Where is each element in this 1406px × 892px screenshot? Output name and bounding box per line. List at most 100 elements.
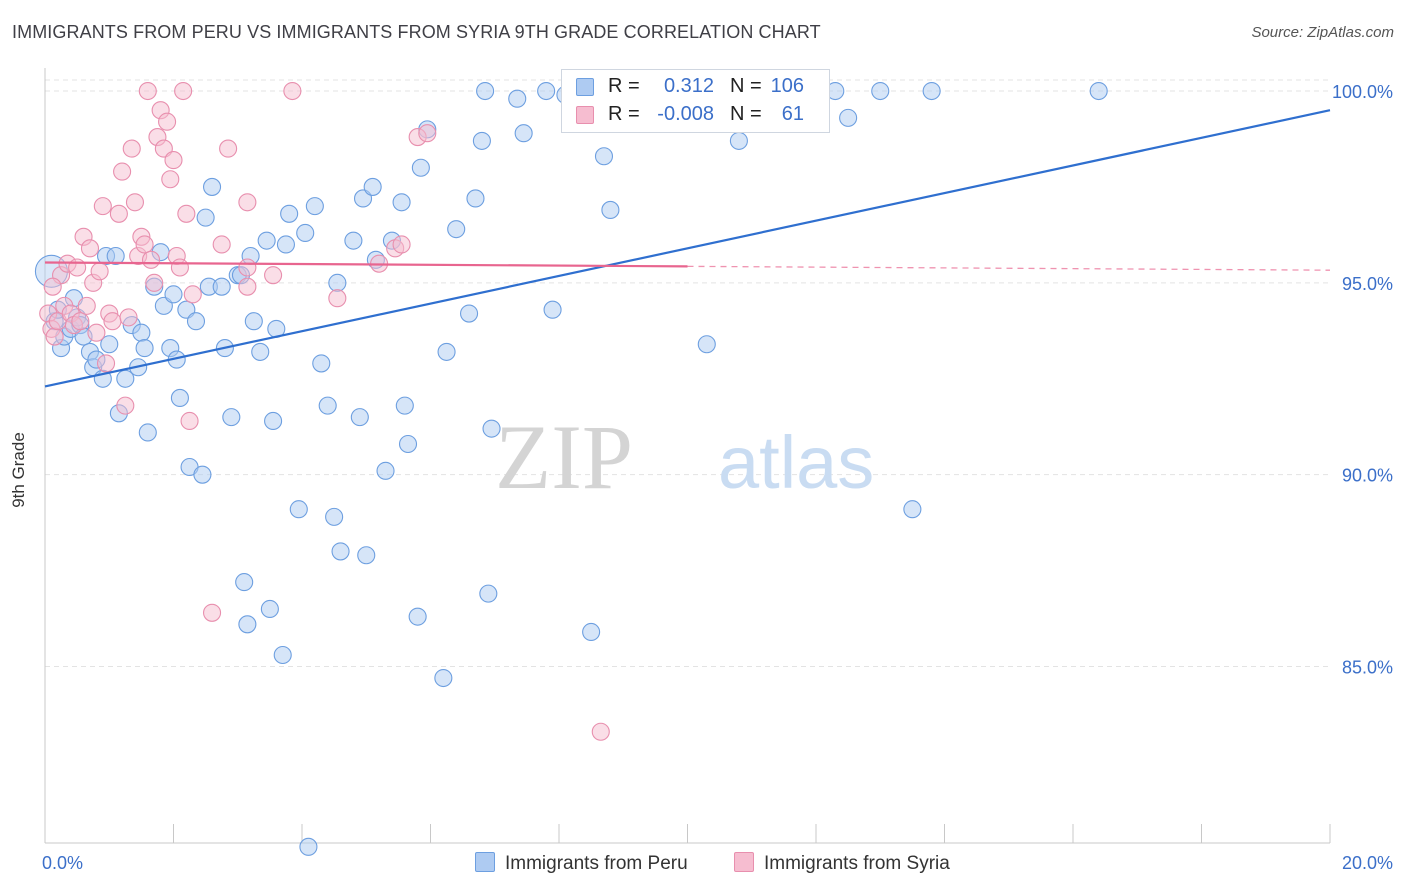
syria-point	[164, 151, 183, 170]
syria-point	[238, 193, 257, 212]
peru-point	[196, 208, 215, 227]
legend-n-value: 61	[781, 103, 804, 125]
peru-point	[312, 354, 331, 373]
peru-point	[299, 837, 318, 856]
peru-point	[466, 189, 485, 208]
peru-point	[537, 81, 556, 101]
syria-point	[122, 139, 141, 158]
legend-swatch-syria	[576, 106, 594, 124]
peru-point	[459, 304, 479, 323]
x-tick-label: 20.0%	[1342, 853, 1393, 873]
peru-point	[392, 193, 411, 212]
syria-point	[141, 250, 161, 269]
syria-point	[109, 204, 128, 223]
peru-point	[922, 81, 941, 101]
peru-point	[193, 465, 212, 484]
syria-point	[135, 235, 154, 254]
syria-point	[418, 124, 437, 143]
peru-point	[135, 339, 154, 358]
peru-point	[222, 408, 241, 427]
legend-row-peru: R = 0.312 N = 106	[562, 73, 829, 101]
peru-point	[376, 461, 395, 480]
syria-point	[392, 235, 411, 254]
peru-trend-line	[44, 109, 1331, 388]
syria-point	[283, 81, 302, 101]
peru-point	[479, 584, 498, 603]
peru-point	[903, 500, 922, 519]
peru-point	[331, 542, 350, 561]
y-tick-label: 95.0%	[1342, 274, 1393, 294]
peru-point	[186, 312, 206, 331]
syria-point	[161, 170, 180, 189]
peru-point	[508, 89, 527, 108]
peru-point	[273, 645, 292, 665]
peru-point	[411, 158, 430, 177]
syria-point	[90, 262, 109, 281]
y-tick-label: 100.0%	[1332, 82, 1393, 102]
peru-point	[871, 81, 890, 101]
syria-point	[328, 289, 347, 308]
legend-n-value: 106	[770, 75, 804, 97]
syria-point	[43, 277, 62, 296]
syria-point	[238, 258, 257, 277]
peru-point	[170, 388, 189, 408]
syria-point	[212, 235, 231, 254]
y-tick-label: 85.0%	[1342, 658, 1393, 678]
peru-point	[257, 231, 276, 250]
peru-point	[318, 396, 337, 415]
peru-point	[395, 396, 414, 415]
syria-point	[45, 327, 64, 346]
watermark-atlas: atlas	[718, 421, 874, 504]
syria-point	[119, 308, 138, 327]
peru-point	[408, 607, 427, 626]
legend-swatch-peru	[576, 78, 594, 96]
chart-title: IMMIGRANTS FROM PERU VS IMMIGRANTS FROM …	[12, 22, 821, 42]
peru-point	[839, 108, 858, 127]
peru-point	[164, 285, 183, 304]
peru-point	[138, 423, 157, 442]
peru-point	[244, 312, 263, 331]
watermark-zip: ZIP	[495, 406, 633, 508]
peru-point	[328, 273, 347, 292]
syria-point	[77, 296, 96, 315]
legend-r-label: R =	[608, 75, 640, 97]
peru-point	[447, 220, 466, 239]
axes	[44, 68, 1331, 844]
syria-point	[93, 197, 112, 216]
peru-point	[251, 342, 270, 361]
tick-labels: 85.0% 90.0% 95.0% 100.0% 0.0% 20.0%	[42, 82, 1393, 873]
peru-point	[296, 223, 315, 243]
peru-point	[106, 246, 125, 266]
syria-point	[183, 285, 202, 304]
syria-point	[96, 354, 116, 373]
source-label: Source: ZipAtlas.com	[1251, 24, 1394, 41]
peru-point	[582, 622, 601, 642]
y-axis-title: 9th Grade	[9, 432, 28, 508]
syria-point	[591, 722, 610, 741]
peru-point	[398, 434, 418, 454]
legend-n-label: N =	[730, 103, 762, 125]
syria-point	[174, 81, 193, 101]
peru-point	[363, 177, 382, 196]
peru-point	[350, 408, 369, 427]
syria-point	[80, 239, 100, 258]
legend-row-syria: R = -0.008 N = 61	[562, 101, 829, 129]
bottom-legend-syria: Immigrants from Syria	[734, 852, 950, 875]
peru-point	[476, 81, 495, 101]
peru-point	[472, 131, 491, 150]
legend-r-value: -0.008	[657, 103, 714, 125]
y-tick-label: 90.0%	[1342, 466, 1393, 486]
peru-point	[132, 323, 151, 342]
bottom-legend-peru: Immigrants from Peru	[475, 852, 688, 875]
syria-point	[219, 139, 238, 158]
syria-point	[238, 277, 257, 296]
peru-point	[289, 500, 308, 519]
syria-point	[158, 112, 177, 131]
peru-point	[437, 342, 456, 361]
legend-r-value: 0.312	[663, 75, 714, 97]
peru-point	[264, 411, 283, 431]
peru-point	[543, 300, 562, 319]
peru-point	[100, 335, 119, 354]
peru-point	[276, 235, 295, 254]
